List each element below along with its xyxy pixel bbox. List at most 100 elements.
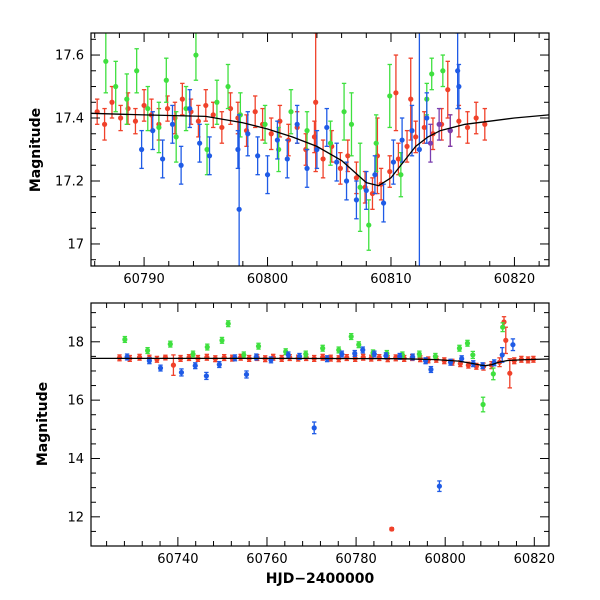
x-tick-label: 60810 <box>370 272 411 287</box>
data-point-blue <box>397 353 403 359</box>
bottom-panel: 60740 60760 60780 60800 60820 12 14 16 18 Magnit… <box>35 302 555 587</box>
data-point-red <box>369 190 376 197</box>
y-tick-label: 18 <box>67 335 84 350</box>
top-plot-area <box>91 33 549 266</box>
data-point-green <box>214 99 220 105</box>
data-point-green <box>173 134 179 140</box>
bottom-axes-frame <box>90 302 550 547</box>
data-point-green <box>320 345 326 351</box>
data-point-red <box>210 112 216 118</box>
data-point-red <box>457 361 463 367</box>
data-point-green <box>288 109 294 115</box>
data-point-blue <box>150 128 156 134</box>
data-point-green <box>341 109 347 115</box>
data-point-red <box>376 354 382 361</box>
top-axes-frame <box>90 32 550 267</box>
data-point-red <box>277 118 283 124</box>
data-point-blue <box>352 350 358 357</box>
series-green <box>122 320 506 413</box>
data-point-red <box>473 115 479 121</box>
data-point-green <box>167 341 173 347</box>
data-point-red <box>445 87 451 93</box>
data-point-green <box>219 337 225 343</box>
y-tick-label: 16 <box>67 394 84 409</box>
data-point-red <box>456 118 462 124</box>
data-point-red <box>227 105 234 112</box>
data-point-red <box>465 362 471 368</box>
data-point-red <box>101 121 108 127</box>
data-point-blue <box>178 162 184 168</box>
data-point-green <box>255 343 262 349</box>
data-point-blue <box>339 351 345 357</box>
data-point-blue <box>206 153 213 159</box>
data-point-red <box>353 175 360 181</box>
data-point-green <box>348 333 354 340</box>
data-point-blue <box>192 363 198 369</box>
data-point-blue <box>203 373 209 379</box>
data-point-blue <box>390 159 397 165</box>
data-point-red <box>413 134 419 140</box>
data-point-red <box>345 153 351 159</box>
data-point-blue <box>157 365 164 371</box>
data-point-green <box>144 347 151 354</box>
data-point-green <box>348 121 355 127</box>
top-y-axis-title: Magnitude <box>28 108 44 192</box>
data-point-green <box>387 93 393 99</box>
data-point-blue <box>343 178 350 184</box>
data-point-red <box>162 354 169 361</box>
y-tick-label: 14 <box>67 452 84 467</box>
x-tick-label: 60790 <box>123 272 164 287</box>
series-purple <box>427 107 453 163</box>
data-point-blue <box>243 371 250 378</box>
data-point-blue <box>371 351 377 357</box>
data-point-red <box>507 370 513 376</box>
data-point-red <box>337 165 343 171</box>
data-point-green <box>356 342 362 348</box>
top-panel: 60790 60800 60810 60820 17 17.2 17.4 17.6 Magni… <box>28 32 550 287</box>
data-point-blue <box>296 353 303 359</box>
data-point-red <box>387 168 393 175</box>
data-point-green <box>225 83 231 90</box>
data-point-green <box>490 371 496 377</box>
data-point-blue <box>264 172 271 178</box>
data-point-purple <box>436 121 442 127</box>
data-point-red <box>268 131 274 137</box>
data-point-red <box>109 99 115 105</box>
data-point-blue <box>197 140 203 146</box>
data-point-blue <box>416 146 422 153</box>
data-point-blue <box>510 342 516 348</box>
x-tick-label: 60780 <box>335 552 376 567</box>
data-point-blue <box>436 483 443 489</box>
x-tick-label: 60820 <box>514 552 555 567</box>
data-point-green <box>327 140 334 146</box>
data-point-blue <box>455 68 461 74</box>
data-point-green <box>336 347 342 353</box>
bottom-plot-area <box>91 316 549 532</box>
series-green <box>103 33 446 251</box>
data-point-red <box>195 118 202 124</box>
data-point-green <box>440 68 446 74</box>
data-point-red <box>154 356 160 362</box>
data-point-green <box>303 351 309 357</box>
y-tick-label: 17 <box>67 237 84 252</box>
data-point-blue <box>216 361 222 368</box>
data-point-red <box>503 337 509 343</box>
x-tick-label: 60800 <box>425 552 466 567</box>
data-point-blue <box>353 197 360 203</box>
data-point-green <box>190 351 196 357</box>
model-curve <box>91 112 549 187</box>
data-point-red <box>204 354 210 360</box>
data-point-blue <box>428 366 434 373</box>
data-point-blue <box>304 165 310 171</box>
data-point-blue <box>372 172 378 178</box>
data-point-green <box>470 352 476 358</box>
data-point-blue <box>160 156 166 162</box>
data-point-green <box>103 58 109 64</box>
data-point-red <box>203 102 209 109</box>
data-point-green <box>241 352 247 358</box>
data-point-purple <box>427 140 434 146</box>
data-point-green <box>432 353 438 359</box>
data-point-blue <box>245 131 251 137</box>
data-point-red <box>320 156 326 162</box>
data-point-green <box>357 184 363 190</box>
